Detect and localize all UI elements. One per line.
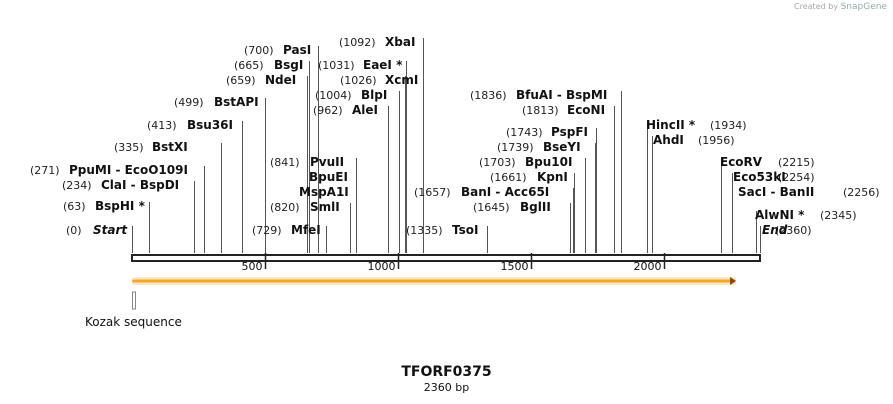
site-name-econi: EcoNI (567, 103, 605, 117)
site-name-bpu10i: Bpu10I (525, 155, 572, 169)
snapgene-logo-text: SnapGene (840, 2, 887, 12)
site-pos-eco53ki: (2254) (778, 171, 815, 184)
site-name-bfuai-bspmi: BfuAI - BspMI (516, 88, 607, 102)
site-pos-ppumi-ecoo109i: (271) (30, 164, 60, 177)
site-pos-mfei: (729) (252, 224, 282, 237)
ruler-label-2000: 2000 (634, 260, 662, 273)
site-pos-bsgi: (665) (234, 59, 264, 72)
site-pos-econi: (1813) (522, 104, 559, 117)
features-group (132, 277, 737, 310)
site-pos-bstxi: (335) (114, 141, 144, 154)
site-name-bglii: BglII (520, 200, 551, 214)
site-pos-eaei: (1031) (318, 59, 355, 72)
ruler: 500 1000 1500 2000 (242, 253, 666, 273)
backbone-bar (131, 254, 761, 262)
kozak-feature-label: Kozak sequence (85, 315, 182, 329)
site-name-ndei: NdeI (265, 73, 296, 87)
site-pos-bani-acc65i: (1657) (414, 186, 451, 199)
site-name-bseyi: BseYI (543, 140, 581, 154)
site-pos-start: (0) (66, 224, 82, 237)
site-pos-bpu10i: (1703) (479, 156, 516, 169)
credit-prefix: Created by (794, 2, 839, 11)
site-name-ecorv: EcoRV (720, 155, 763, 169)
site-pos-bsphi: (63) (63, 200, 86, 213)
site-name-blpi: BlpI (361, 88, 387, 102)
site-pos-xbai: (1092) (339, 36, 376, 49)
site-pos-alei: (962) (313, 104, 343, 117)
site-name-mfei: MfeI (291, 223, 321, 237)
site-name-hincii: HincII * (646, 118, 696, 132)
site-pos-pspfi: (1743) (506, 126, 543, 139)
site-name-ahdi: AhdI (653, 133, 684, 147)
site-name-ppumi-ecoo109i: PpuMI - EcoO109I (69, 163, 188, 177)
site-name-bstapi: BstAPI (214, 95, 259, 109)
site-pos-pvuii: (841) (270, 156, 300, 169)
site-name-end: End (762, 223, 788, 237)
site-pos-bglii: (1645) (473, 201, 510, 214)
site-pos-pasi: (700) (244, 44, 274, 57)
site-pos-ndei: (659) (226, 74, 256, 87)
site-pos-ecorv: (2215) (778, 156, 815, 169)
plasmid-length: 2360 bp (423, 381, 470, 394)
site-pos-alwni: (2345) (820, 209, 857, 222)
ruler-label-1500: 1500 (501, 260, 529, 273)
site-name-bani-acc65i: BanI - Acc65I (461, 185, 549, 199)
site-name-xbai: XbaI (385, 35, 415, 49)
orf-arrow-head (730, 277, 737, 285)
site-pos-hincii: (1934) (710, 119, 747, 132)
site-pos-xcmi: (1026) (340, 74, 377, 87)
site-name-eco53ki: Eco53kI (733, 170, 786, 184)
site-name-alwni: AlwNI * (755, 208, 805, 222)
site-name-smli: SmlI (310, 200, 340, 214)
snapgene-credit: Created by SnapGene (794, 2, 887, 12)
site-pos-blpi: (1004) (315, 89, 352, 102)
site-pos-bseyi: (1739) (497, 141, 534, 154)
site-name-xcmi: XcmI (385, 73, 418, 87)
site-labels-group: (0) Start (63) BspHI *(234) ClaI - BspDI (271… (30, 35, 880, 237)
site-pos-bstapi: (499) (174, 96, 204, 109)
site-pos-kpni: (1661) (490, 171, 527, 184)
site-name-mspa1i: MspA1I (299, 185, 349, 199)
backbone (131, 254, 761, 262)
ruler-label-500: 500 (242, 260, 263, 273)
plasmid-name: TFORF0375 (401, 364, 492, 380)
site-name-start: Start (93, 223, 128, 237)
site-lines-group (132, 38, 761, 253)
site-name-bsu36i: Bsu36I (187, 118, 233, 132)
site-name-bstxi: BstXI (152, 140, 188, 154)
kozak-feature-mark (132, 291, 136, 310)
site-pos-saci-banii: (2256) (843, 186, 880, 199)
site-pos-bsu36i: (413) (147, 119, 177, 132)
site-name-alei: AleI (352, 103, 378, 117)
site-name-eaei: EaeI * (363, 58, 403, 72)
site-name-pvuii: PvuII (310, 155, 344, 169)
site-pos-end: (2360) (775, 224, 812, 237)
ruler-label-1000: 1000 (368, 260, 396, 273)
site-name-tsoi: TsoI (452, 223, 478, 237)
site-name-saci-banii: SacI - BanII (738, 185, 814, 199)
site-name-kpni: KpnI (537, 170, 568, 184)
site-name-bsgi: BsgI (274, 58, 303, 72)
site-pos-bfuai-bspmi: (1836) (470, 89, 507, 102)
site-pos-ahdi: (1956) (698, 134, 735, 147)
site-name-pspfi: PspFI (551, 125, 588, 139)
site-pos-tsoi: (1335) (406, 224, 443, 237)
site-pos-smli: (820) (270, 201, 300, 214)
site-name-clai-bspdi: ClaI - BspDI (101, 178, 179, 192)
site-name-bpuei: BpuEI (309, 170, 348, 184)
site-pos-clai-bspdi: (234) (62, 179, 92, 192)
site-name-bsphi: BspHI * (95, 199, 146, 213)
site-name-pasi: PasI (283, 43, 311, 57)
